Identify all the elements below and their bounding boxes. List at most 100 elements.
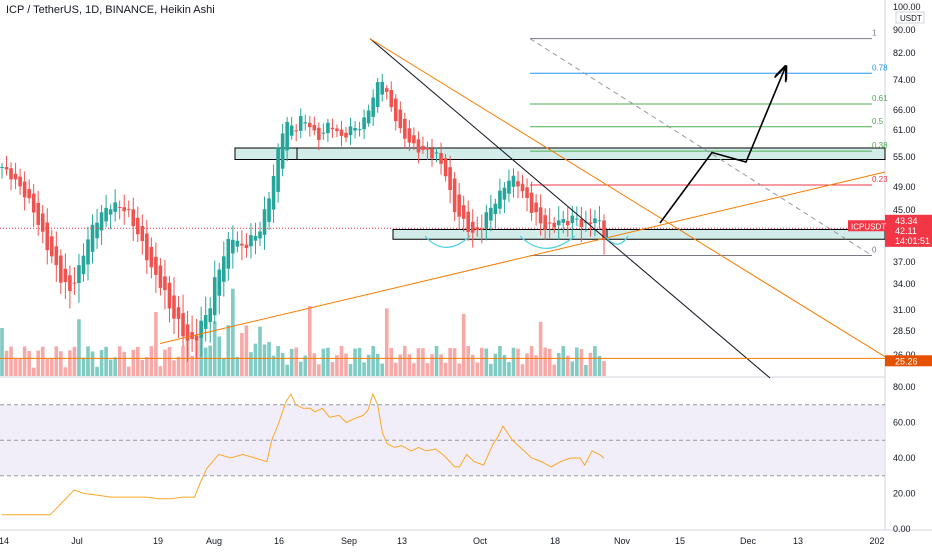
candle-body <box>303 122 308 124</box>
orange-uptrend <box>159 171 886 344</box>
volume-bar <box>384 308 389 376</box>
time-tick: 19 <box>153 536 163 546</box>
candle-body <box>416 139 421 153</box>
candle-body <box>489 207 493 221</box>
candle-body <box>384 88 389 92</box>
candle-body <box>68 275 72 292</box>
volume-bar <box>565 355 570 376</box>
volume-bar <box>443 362 448 376</box>
last-price-badge-text: 14:01:51 <box>895 236 930 246</box>
rsi-line <box>2 392 605 516</box>
volume-bar <box>212 321 217 376</box>
volume-bar <box>375 353 380 376</box>
candle-body <box>520 183 525 192</box>
candle-body <box>208 308 213 322</box>
candle-body <box>344 132 348 138</box>
candle-body <box>380 81 385 95</box>
fib-diagonal <box>529 38 873 256</box>
candle-body <box>443 158 448 177</box>
candle-body <box>430 148 434 159</box>
candle-body <box>49 236 54 257</box>
low-badge-text: 25.26 <box>895 356 918 366</box>
volume-bar <box>475 362 480 376</box>
volume-bar <box>126 366 131 376</box>
time-tick: 13 <box>793 536 803 546</box>
candle-body <box>249 235 253 247</box>
volume-bar <box>579 349 584 376</box>
candle-body <box>27 188 31 199</box>
volume-bar <box>543 347 547 376</box>
volume-bar <box>484 348 489 376</box>
fib-label: 0.23 <box>872 175 888 184</box>
candle-body <box>398 109 403 129</box>
candle-body <box>280 133 285 169</box>
volume-bar <box>430 354 434 376</box>
candles[interactable] <box>0 73 606 362</box>
candle-body <box>86 239 90 265</box>
volume-bar <box>262 344 267 376</box>
volume-bar <box>330 362 335 376</box>
candle-body <box>253 235 258 241</box>
volume-bar <box>588 352 593 376</box>
volume-bar <box>18 358 22 376</box>
candle-body <box>570 215 575 224</box>
candle-body <box>90 224 95 252</box>
candle-body <box>439 153 443 164</box>
volume-bar <box>520 364 525 376</box>
candle-body <box>18 176 22 187</box>
fib-label: 0.38 <box>872 141 888 150</box>
candle-body <box>484 212 489 229</box>
candle-body <box>317 127 321 140</box>
volume-bar <box>317 364 321 376</box>
candle-body <box>312 124 317 131</box>
orange-downtrend <box>369 38 886 358</box>
candle-body <box>267 198 271 223</box>
volume-bar <box>31 367 36 376</box>
candle-body <box>199 320 203 338</box>
volume-bar <box>258 326 262 376</box>
candle-body <box>217 269 222 296</box>
volume-bar <box>416 348 421 376</box>
time-tick: Sep <box>341 536 357 546</box>
candle-body <box>330 127 335 130</box>
volume-bar <box>348 363 353 376</box>
rsi-tick: 60.00 <box>893 418 916 428</box>
volume-bar <box>538 321 543 376</box>
candle-body <box>507 180 511 194</box>
volume-bar <box>190 355 194 376</box>
fib-levels[interactable]: 1 0.78 0.61 0.5 0.38 0.23 0 <box>529 29 888 256</box>
candle-body <box>131 209 136 227</box>
volume-bar <box>312 353 317 376</box>
volume-bar <box>412 363 416 376</box>
candle-body <box>393 98 398 122</box>
candle-body <box>240 243 244 246</box>
candle-body <box>362 117 366 130</box>
volume-bar <box>289 348 294 376</box>
candle-body <box>135 217 140 235</box>
volume-bar <box>502 355 507 376</box>
candle-body <box>235 240 240 247</box>
candle-body <box>357 129 362 131</box>
volume-bar <box>122 351 127 376</box>
candle-body <box>298 116 303 131</box>
candle-body <box>31 193 36 213</box>
price-zones[interactable] <box>234 147 886 240</box>
candle-body <box>176 307 181 319</box>
price-high-badge-text: 43.34 <box>895 216 918 226</box>
volume-bar <box>77 319 81 376</box>
candle-body <box>335 128 339 132</box>
volume-bar <box>307 306 312 376</box>
candle-body <box>77 265 81 284</box>
volume-bar <box>326 347 330 376</box>
candle-body <box>502 187 507 200</box>
volume-bar <box>298 361 303 376</box>
volume-bar <box>529 346 534 376</box>
volume-bar <box>81 357 86 376</box>
volume-bar <box>547 348 552 376</box>
unit-label: USDT <box>900 14 922 23</box>
volume-bar <box>181 346 185 376</box>
drawings[interactable] <box>0 38 886 379</box>
volume-bar <box>353 348 357 376</box>
